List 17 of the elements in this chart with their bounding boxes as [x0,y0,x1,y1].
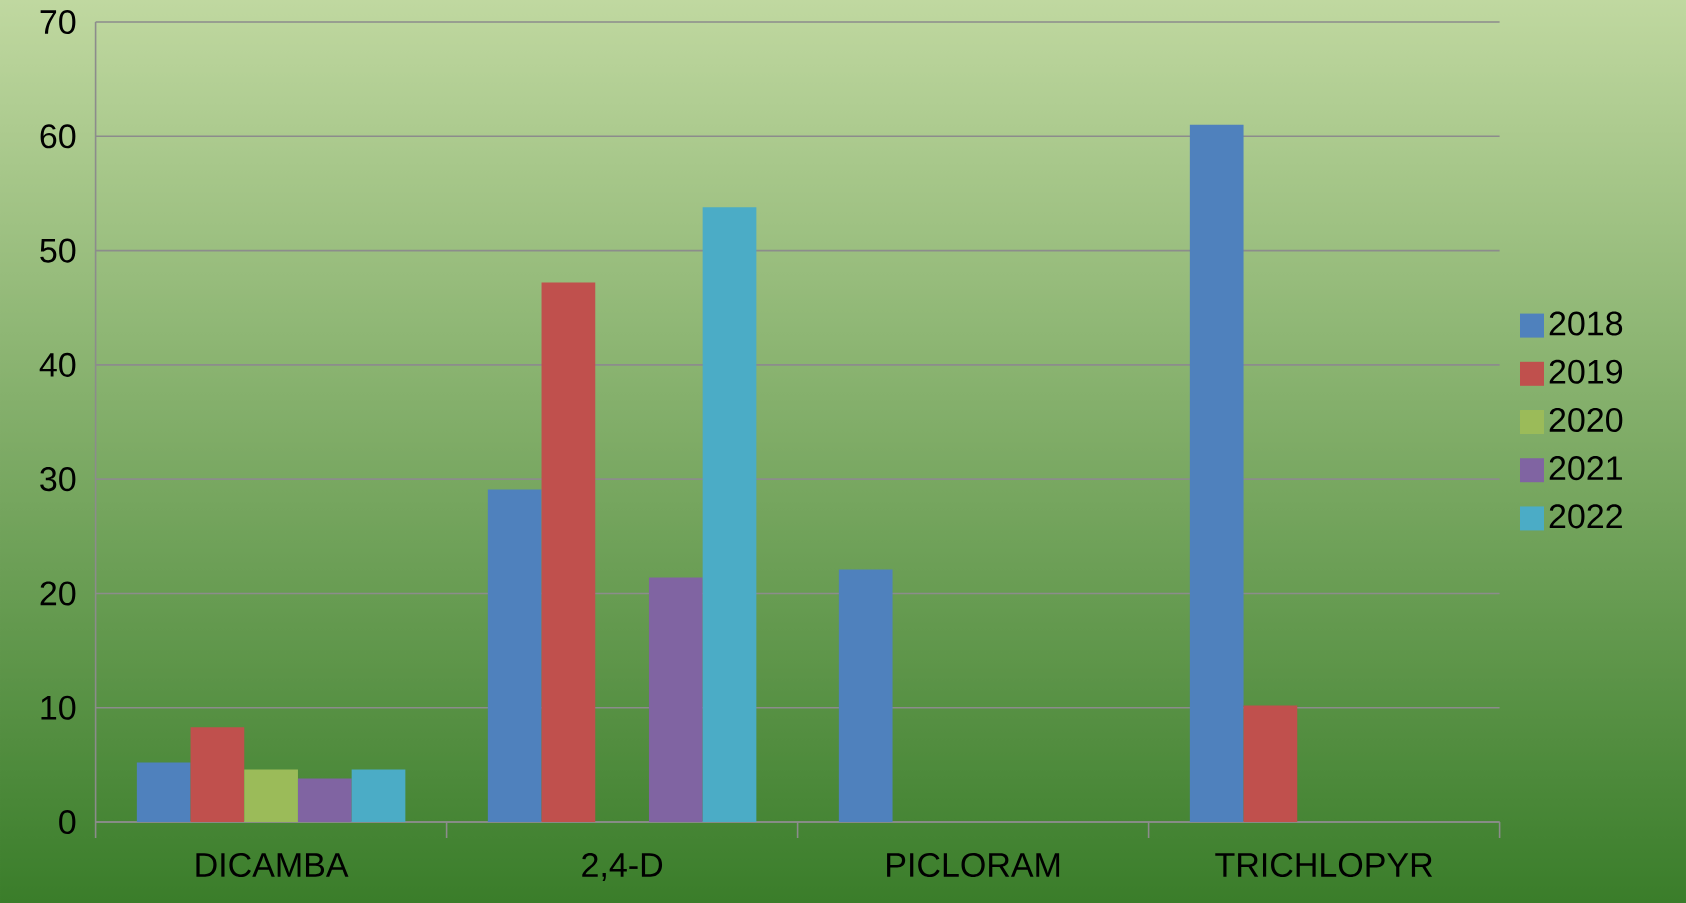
y-tick-label: 60 [40,124,76,149]
legend-label: 2019 [1549,359,1623,384]
x-tick-label: PICLORAM [887,852,1060,877]
y-tick-label: 30 [40,467,76,492]
x-tick-label: DICAMBA [196,852,349,877]
legend-label: 2022 [1549,504,1622,529]
x-tick-label: TRICHLOPYR [1215,852,1433,877]
legend-label: 2021 [1549,456,1622,481]
legend-label: 2018 [1549,311,1623,336]
y-tick-label: 40 [39,352,76,377]
y-tick-label: 50 [40,238,76,263]
x-tick-label: 2,4-D [582,852,663,881]
y-tick-label: 0 [59,809,76,835]
y-tick-label: 70 [40,9,76,35]
legend-label: 2020 [1549,407,1623,432]
y-tick-label: 20 [40,581,76,606]
y-tick-label: 10 [41,695,76,720]
